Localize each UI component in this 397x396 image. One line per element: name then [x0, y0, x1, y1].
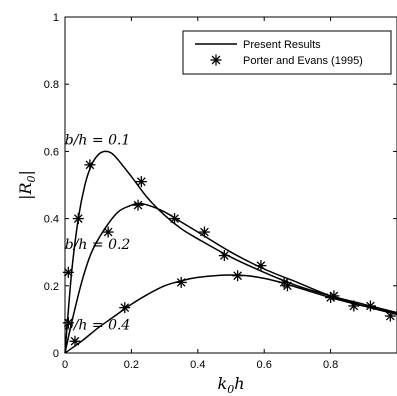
data-marker	[384, 310, 396, 322]
x-tick-label: 0.8	[323, 359, 338, 371]
x-tick-label: 0	[62, 359, 68, 371]
data-marker	[62, 317, 74, 329]
data-marker	[102, 226, 114, 238]
plot-frame	[64, 16, 397, 354]
y-tick-label: 1	[53, 12, 59, 24]
y-tick-label: 0.2	[44, 281, 59, 293]
legend-marker-sample	[210, 54, 222, 66]
series-curve-2	[64, 202, 397, 354]
curve-annotation-2: b/h = 0.2	[65, 237, 131, 253]
data-marker	[232, 270, 244, 282]
data-marker	[364, 300, 376, 312]
y-tick-label: 0.4	[44, 214, 59, 226]
curve-annotation-1: b/h = 0.1	[65, 133, 131, 149]
curves	[64, 150, 397, 354]
data-marker	[72, 213, 84, 225]
data-marker	[175, 276, 187, 288]
data-marker	[169, 213, 181, 225]
data-marker	[325, 292, 337, 304]
legend-marker-label: Porter and Evans (1995)	[243, 55, 363, 67]
data-marker	[198, 226, 210, 238]
y-axis-title: |R0|	[16, 170, 38, 200]
data-marker	[348, 300, 360, 312]
data-marker	[135, 176, 147, 188]
data-marker	[281, 280, 293, 292]
curve-annotations: b/h = 0.1 b/h = 0.2 b/h = 0.4	[65, 133, 131, 334]
data-marker	[218, 250, 230, 262]
x-tick-label: 0.6	[257, 359, 272, 371]
series-curve-1	[64, 150, 397, 354]
data-marker	[62, 266, 74, 278]
data-marker	[119, 302, 131, 314]
y-tick-label: 0.8	[44, 79, 59, 91]
series-curve-3	[64, 274, 397, 354]
markers	[62, 159, 396, 347]
x-tick-label: 0.4	[190, 359, 205, 371]
axis-ticks: 0 0.2 0.4 0.6 0.8 0 0.2 0.4 0.6 0.8 1	[44, 12, 397, 371]
legend-box	[182, 30, 392, 75]
data-marker	[132, 199, 144, 211]
y-tick-label: 0.6	[44, 146, 59, 158]
data-marker	[84, 159, 96, 171]
legend-line-label: Present Results	[243, 39, 321, 51]
x-axis-title: k0h	[217, 374, 244, 396]
data-marker	[69, 335, 81, 347]
curve-annotation-3: b/h = 0.4	[65, 317, 131, 333]
data-marker	[255, 260, 267, 272]
legend: Present Results Porter and Evans (1995)	[182, 30, 392, 75]
y-tick-label: 0	[53, 348, 59, 360]
x-tick-label: 0.2	[124, 359, 139, 371]
legend-star-icon	[210, 54, 222, 66]
